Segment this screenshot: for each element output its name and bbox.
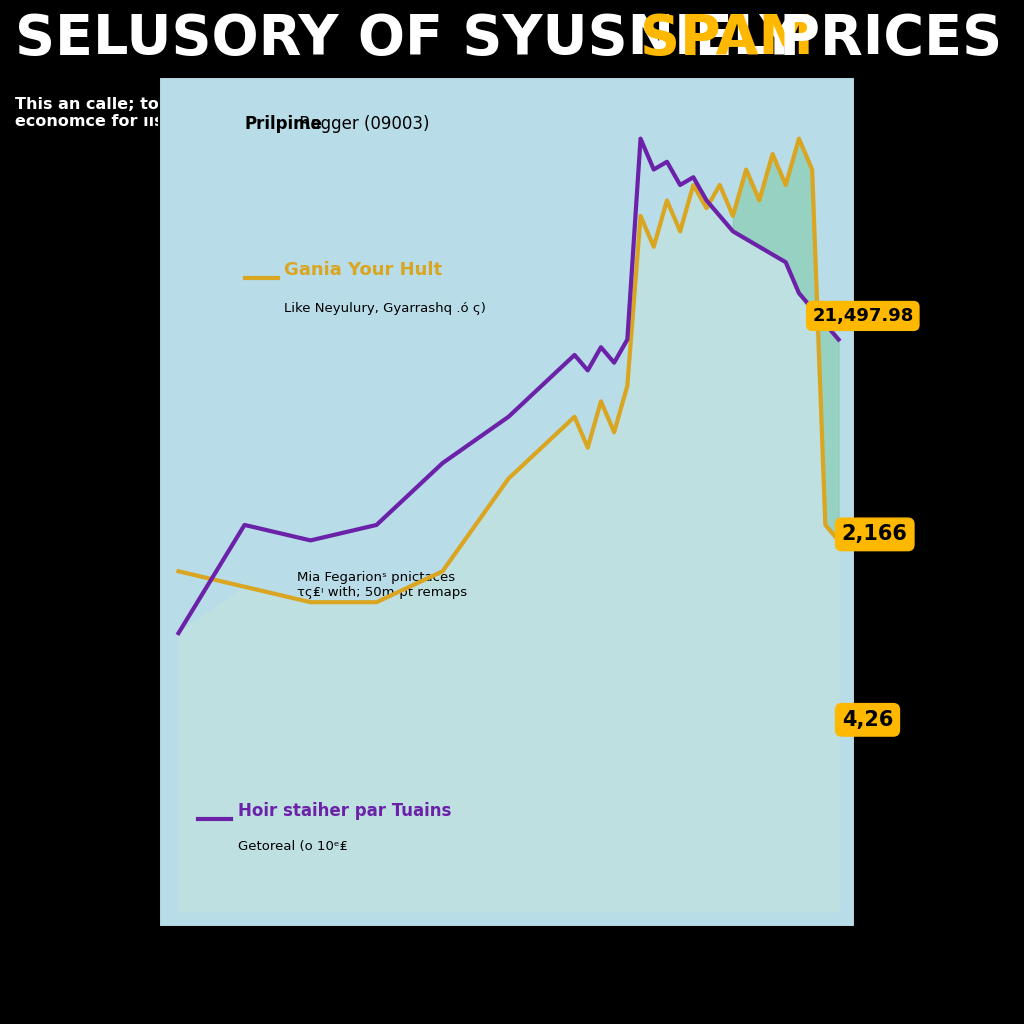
Text: SPAM: SPAM xyxy=(640,12,814,66)
Text: Mia Fegarionˢ pnictaces
τς₤ᵎ with; 50m-pt remaps: Mia Fegarionˢ pnictaces τς₤ᵎ with; 50m-p… xyxy=(297,571,467,599)
Text: Getoreal (o 10ᵉ₤: Getoreal (o 10ᵉ₤ xyxy=(238,840,348,853)
Text: ★ Ture at P& Groiaiv Whole 420 + as Jucr 203: ★ Ture at P& Groiaiv Whole 420 + as Jucr… xyxy=(41,164,416,178)
Text: PRICES: PRICES xyxy=(760,12,1001,66)
Text: This an calle; tount us thy breadated, Ham in the Phillippines ho flarm
economce: This an calle; tount us thy breadated, H… xyxy=(15,96,654,129)
Text: Hoir staiher par Tuains: Hoir staiher par Tuains xyxy=(238,802,452,820)
Text: 21,497.98: 21,497.98 xyxy=(812,307,913,325)
Text: Whser - ¼ Biaz
Gondicleto
Projelsu : 3.₴: Whser - ¼ Biaz Gondicleto Projelsu : 3.₴ xyxy=(770,233,894,284)
X-axis label: Lu the Yeares: Lu the Yeares xyxy=(438,983,575,1001)
Text: 4,26: 4,26 xyxy=(842,710,893,730)
Text: Prilpime: Prilpime xyxy=(245,116,323,133)
Text: SELUSORY OF SYUSNIELY: SELUSORY OF SYUSNIELY xyxy=(15,12,819,66)
Text: 2,166: 2,166 xyxy=(842,524,907,545)
Y-axis label: Treqysr Рereins: Treqysr Рereins xyxy=(83,435,98,568)
FancyBboxPatch shape xyxy=(589,716,617,735)
Text: Gania Your Hult: Gania Your Hult xyxy=(284,261,442,279)
Text: Furlichoe prices
ceartʅ, beyaulitos
the 0pam
philippines 29 ̄ᵇ): Furlichoe prices ceartʅ, beyaulitos the … xyxy=(630,713,770,777)
Text: @| ıńewstonev: @| ıńewstonev xyxy=(15,1004,114,1017)
Text: Ragger (09003): Ragger (09003) xyxy=(294,116,429,133)
Text: Like Neyulury, Gyarrashq .ó ς): Like Neyulury, Gyarrashq .ó ς) xyxy=(284,302,486,315)
